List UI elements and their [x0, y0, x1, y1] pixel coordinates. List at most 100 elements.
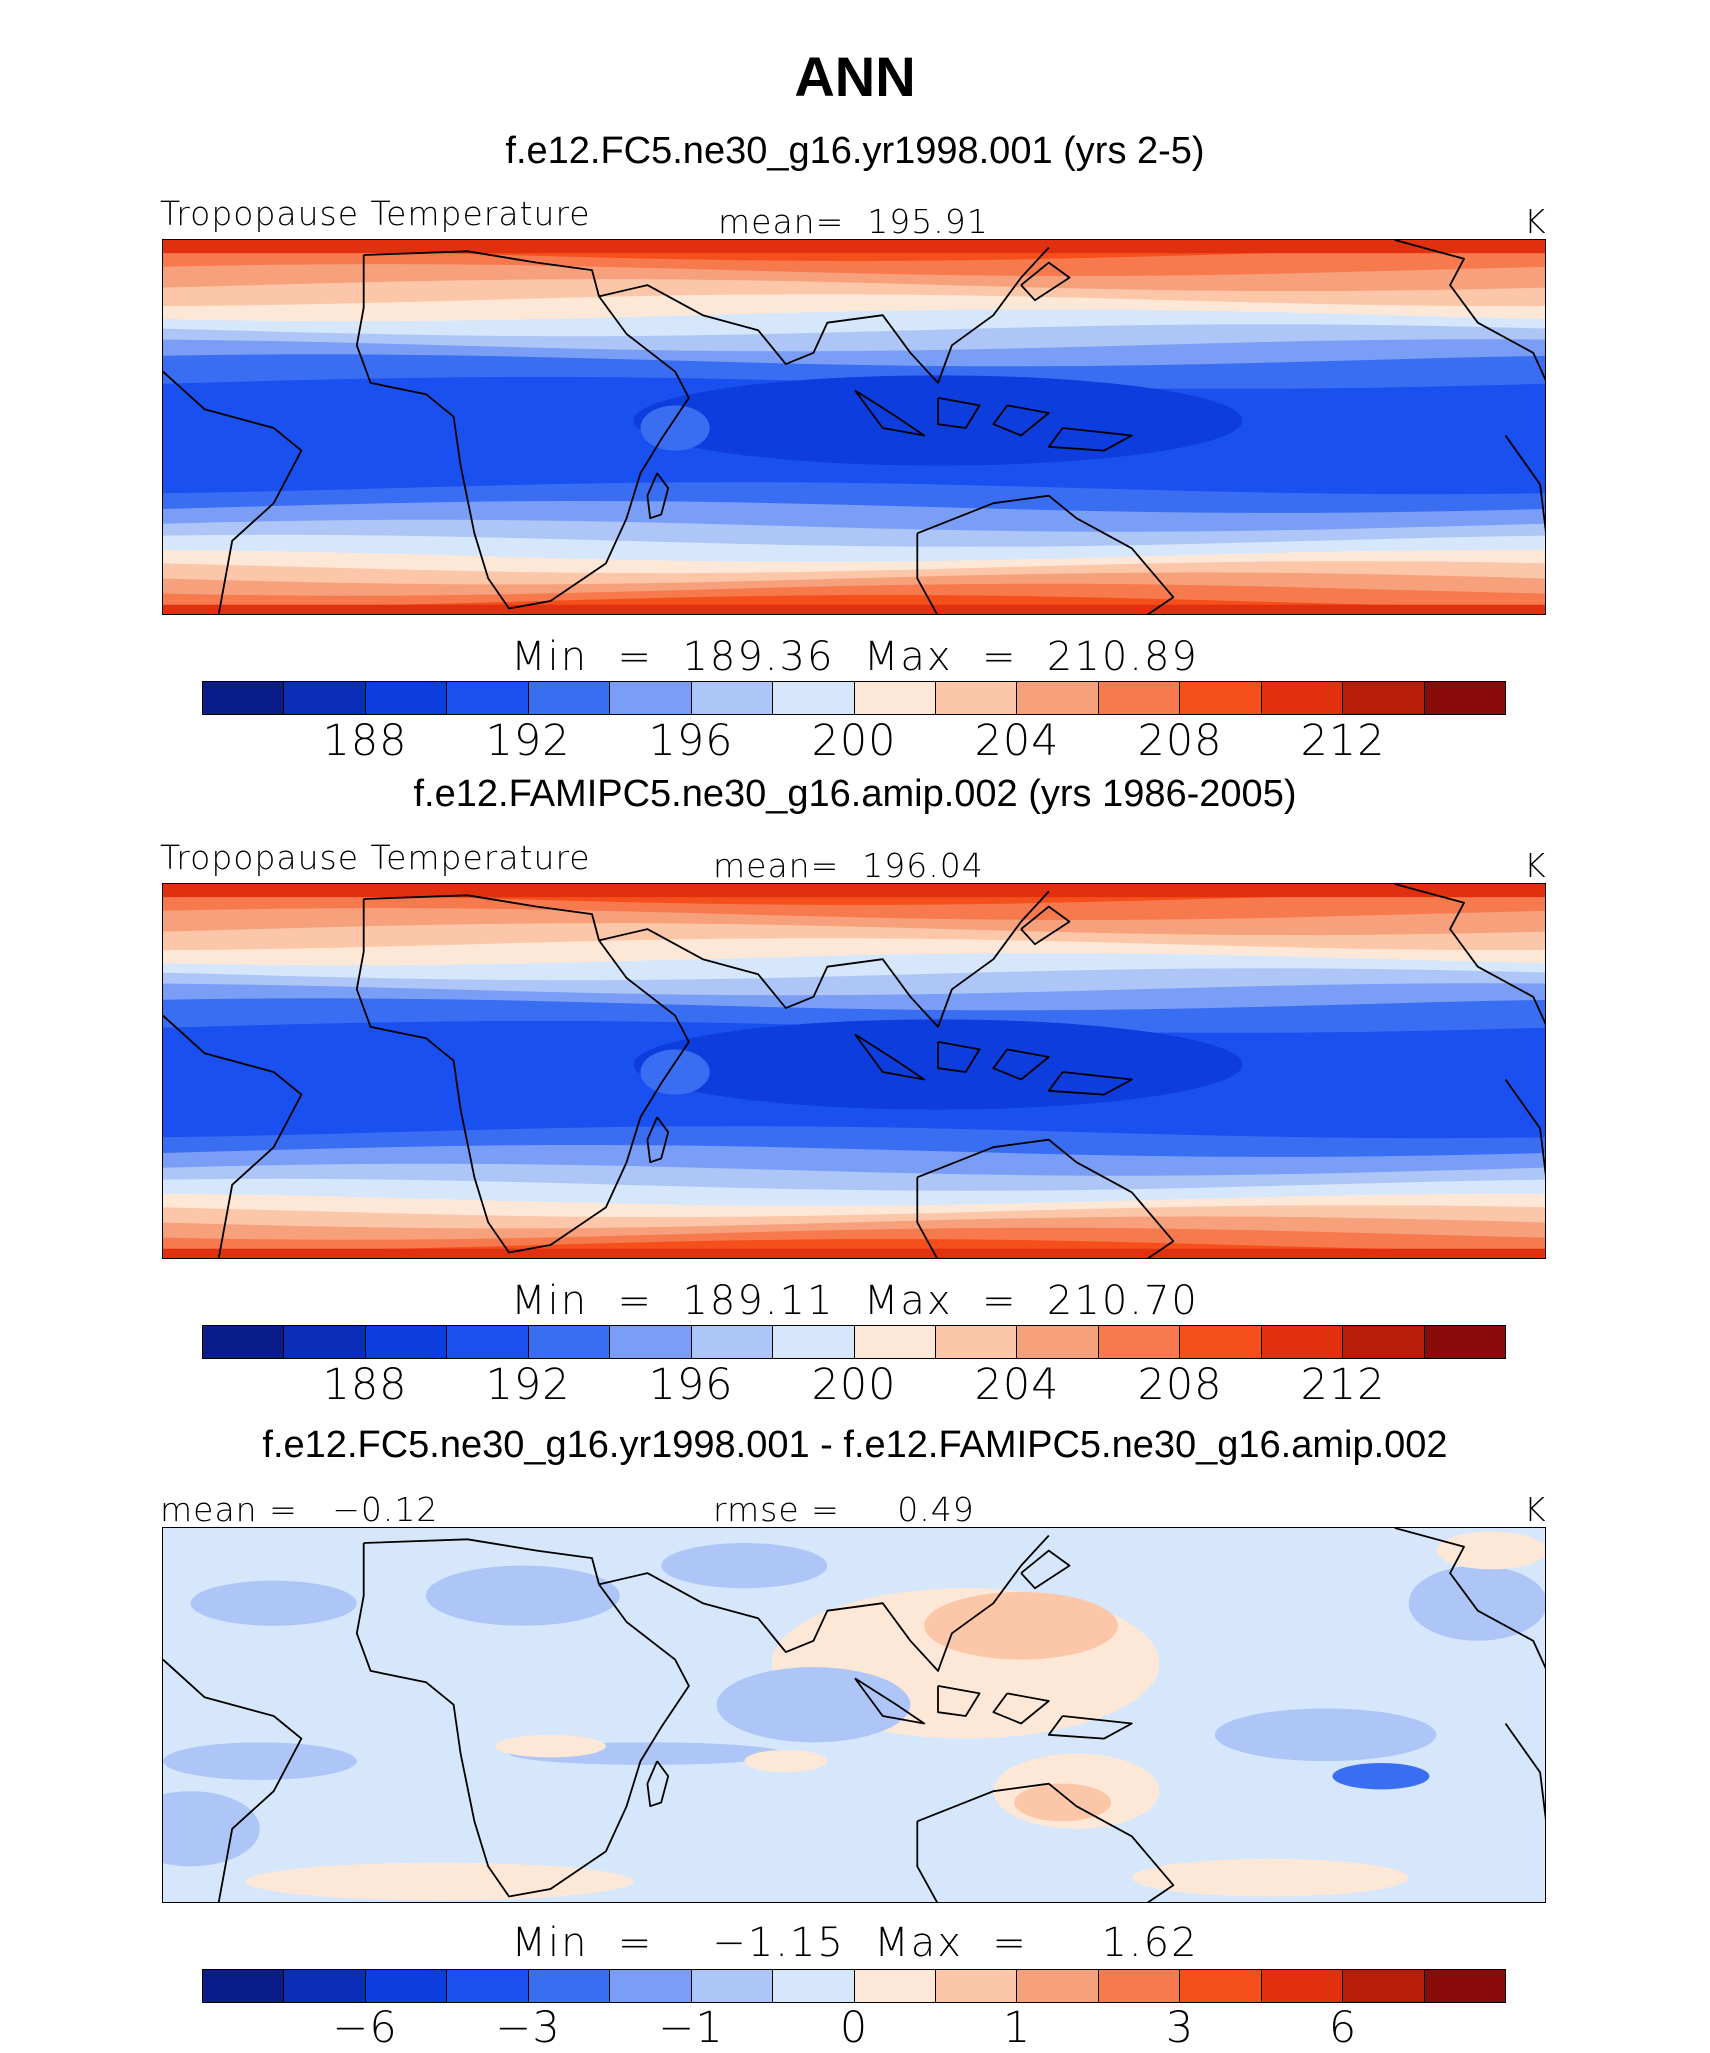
colorbar-tick-label: 196 — [648, 716, 734, 766]
colorbar-cell — [284, 682, 366, 714]
coastline — [916, 1782, 1175, 1902]
figure-title: ANN — [794, 45, 916, 108]
colorbar-cell — [1424, 1970, 1505, 2002]
panel-3-colorbar-ticks: −6 −3 −1 0 1 3 6 — [202, 2003, 1506, 2053]
contour-blob — [163, 1791, 260, 1867]
panel-2-colorbar-ticks: 188 192 196 200 204 208 212 — [202, 1360, 1506, 1410]
contour-blob — [1014, 1783, 1112, 1822]
coastline — [355, 1538, 690, 1898]
colorbar-cell — [528, 682, 611, 714]
colorbar-tick-label: 0 — [839, 2003, 869, 2053]
coastline — [1047, 1715, 1133, 1740]
coastline — [992, 1048, 1050, 1081]
colorbar-tick-label: 208 — [1137, 1360, 1223, 1410]
colorbar-cell — [1017, 682, 1099, 714]
panel-1-colorbar-ticks: 188 192 196 200 204 208 212 — [202, 716, 1506, 766]
colorbar-cell — [1261, 1970, 1344, 2002]
panel-2-colorbar — [202, 1325, 1506, 1359]
colorbar-cell — [610, 682, 692, 714]
coastline — [854, 1677, 926, 1725]
coastline — [355, 250, 690, 610]
contour-blob — [425, 1565, 620, 1626]
panel-1-units-label: K — [1524, 202, 1547, 241]
colorbar-cell — [1098, 1326, 1181, 1358]
panel-1-variable-label: Tropopause Temperature — [160, 194, 591, 233]
colorbar-cell — [691, 1326, 774, 1358]
panel-3-rmse-label: rmse = 0.49 — [713, 1490, 975, 1529]
panel-2-mean-label: mean= 196.04 — [713, 846, 984, 885]
colorbar-cell — [1424, 1326, 1505, 1358]
panel-2-map — [162, 883, 1546, 1259]
coastline — [163, 370, 303, 614]
colorbar-tick-label: −1 — [658, 2003, 724, 2053]
coastline — [937, 1041, 981, 1073]
colorbar-tick-label: 1 — [1002, 2003, 1032, 2053]
colorbar-cell — [1343, 1970, 1425, 2002]
coastline — [1020, 905, 1071, 946]
panel-1-subtitle: f.e12.FC5.ne30_g16.yr1998.001 (yrs 2-5) — [505, 130, 1205, 172]
coastline — [646, 1760, 670, 1808]
panel-2-subtitle: f.e12.FAMIPC5.ne30_g16.amip.002 (yrs 198… — [413, 773, 1297, 815]
colorbar-cell — [1180, 1326, 1262, 1358]
coastline — [598, 1534, 1050, 1672]
colorbar-cell — [203, 1970, 285, 2002]
coastline — [992, 404, 1050, 437]
colorbar-tick-label: 6 — [1328, 2003, 1358, 2053]
colorbar-tick-label: 212 — [1300, 716, 1386, 766]
colorbar-tick-label: −3 — [495, 2003, 561, 2053]
contour-blob — [190, 1580, 357, 1626]
colorbar-cell — [854, 682, 936, 714]
colorbar-cell — [773, 1326, 855, 1358]
coastline — [598, 246, 1050, 384]
panel-3-map — [162, 1527, 1546, 1903]
coastline — [916, 494, 1175, 614]
coastline — [1020, 1549, 1071, 1590]
colorbar-cell — [1180, 682, 1262, 714]
coastline — [1394, 1528, 1545, 1669]
panel-1-mean-label: mean= 195.91 — [718, 202, 989, 241]
contour-blob — [744, 1749, 828, 1773]
panel-2-variable-label: Tropopause Temperature — [160, 838, 591, 877]
coastline — [937, 1685, 981, 1717]
panel-3-units-label: K — [1524, 1490, 1547, 1529]
colorbar-cell — [1343, 1326, 1425, 1358]
contour-blob — [1332, 1763, 1430, 1790]
panel-3-colorbar — [202, 1969, 1506, 2003]
coastline — [992, 1692, 1050, 1725]
colorbar-cell — [365, 1326, 448, 1358]
colorbar-tick-label: 188 — [322, 716, 408, 766]
contour-blob — [1408, 1565, 1545, 1641]
colorbar-cell — [610, 1326, 692, 1358]
map-field — [163, 884, 1545, 1258]
colorbar-cell — [447, 1326, 529, 1358]
coastline — [854, 1033, 926, 1081]
contour-blob — [1436, 1531, 1545, 1570]
panel-3-minmax: Min = −1.15 Max = 1.62 — [511, 1920, 1199, 1966]
map-field — [163, 1528, 1545, 1902]
panel-3-subtitle: f.e12.FC5.ne30_g16.yr1998.001 - f.e12.FA… — [262, 1424, 1448, 1466]
warm-anomaly-blob — [640, 405, 710, 451]
contour-blob — [924, 1591, 1118, 1660]
colorbar-cell — [1261, 1326, 1344, 1358]
coastline — [1047, 1071, 1133, 1096]
colorbar-cell — [1343, 682, 1425, 714]
coastline — [355, 894, 690, 1254]
colorbar-cell — [935, 1970, 1018, 2002]
coastline — [1504, 434, 1545, 532]
colorbar-tick-label: 192 — [485, 716, 571, 766]
coastlines — [163, 240, 1545, 614]
colorbar-cell — [365, 1970, 448, 2002]
colorbar-cell — [1180, 1970, 1262, 2002]
colorbar-cell — [1424, 682, 1505, 714]
colorbar-tick-label: 212 — [1300, 1360, 1386, 1410]
colorbar-tick-label: 192 — [485, 1360, 571, 1410]
contour-blob — [1214, 1708, 1437, 1762]
colorbar-cell — [773, 1970, 855, 2002]
colorbar-tick-label: 196 — [648, 1360, 734, 1410]
colorbar-cell — [1017, 1326, 1099, 1358]
colorbar-cell — [610, 1970, 692, 2002]
colorbar-tick-label: 204 — [974, 716, 1060, 766]
colorbar-cell — [1098, 1970, 1181, 2002]
coastline — [646, 472, 670, 520]
colorbar-cell — [935, 682, 1018, 714]
